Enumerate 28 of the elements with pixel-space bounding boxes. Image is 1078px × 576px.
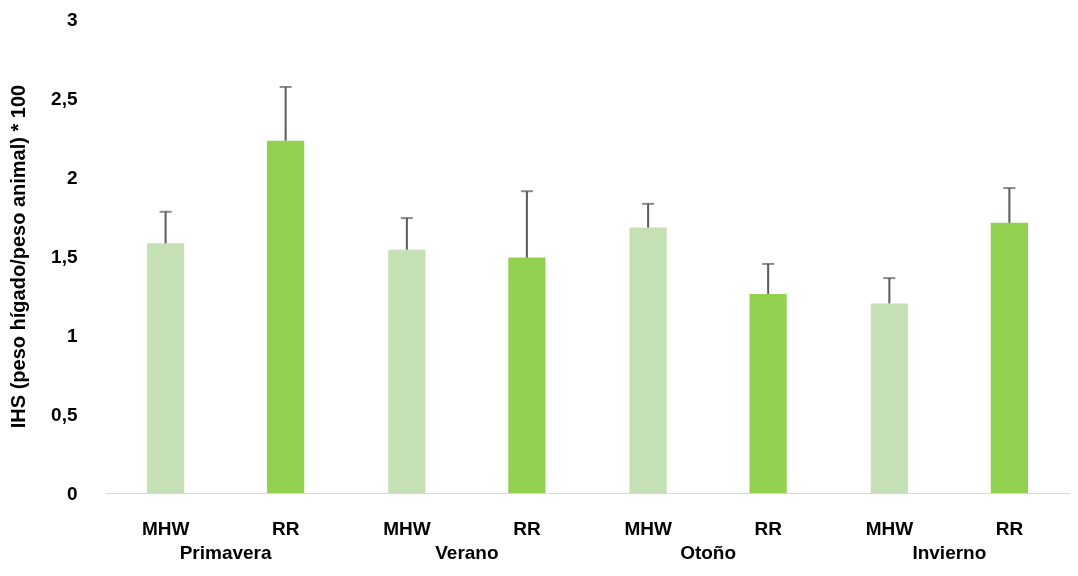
text: MHW	[383, 518, 431, 539]
bar	[629, 227, 667, 493]
y-tick-label: 0	[66, 482, 78, 504]
text: RR	[995, 518, 1024, 539]
bar	[388, 249, 426, 493]
y-tick-label: 1,5	[51, 245, 78, 267]
x-tick-label: Invierno	[912, 541, 987, 563]
bar	[990, 222, 1028, 493]
y-tick-label: 1	[66, 324, 78, 346]
y-tick-label: 0,5	[51, 403, 78, 425]
y-axis-title: IHS (peso hígado/peso animal) * 100	[7, 84, 30, 429]
x-tick-label: Otoño	[680, 541, 737, 563]
text: RR	[513, 518, 541, 539]
bar	[749, 293, 787, 493]
series-label: RR	[271, 518, 300, 539]
y-tick-label: 2,5	[51, 87, 78, 109]
y-tick-label: 3	[66, 8, 78, 30]
text: MHW	[865, 518, 914, 539]
bar	[508, 257, 546, 493]
x-tick-label: Primavera	[179, 541, 273, 563]
text: MHW	[624, 518, 672, 539]
bar	[147, 243, 185, 493]
series-label: MHW	[141, 518, 190, 539]
y-tick-label: 2	[66, 166, 78, 188]
x-tick-label: Verano	[435, 541, 499, 563]
bar	[870, 303, 908, 493]
bar	[267, 140, 305, 493]
text: RR	[754, 518, 782, 539]
